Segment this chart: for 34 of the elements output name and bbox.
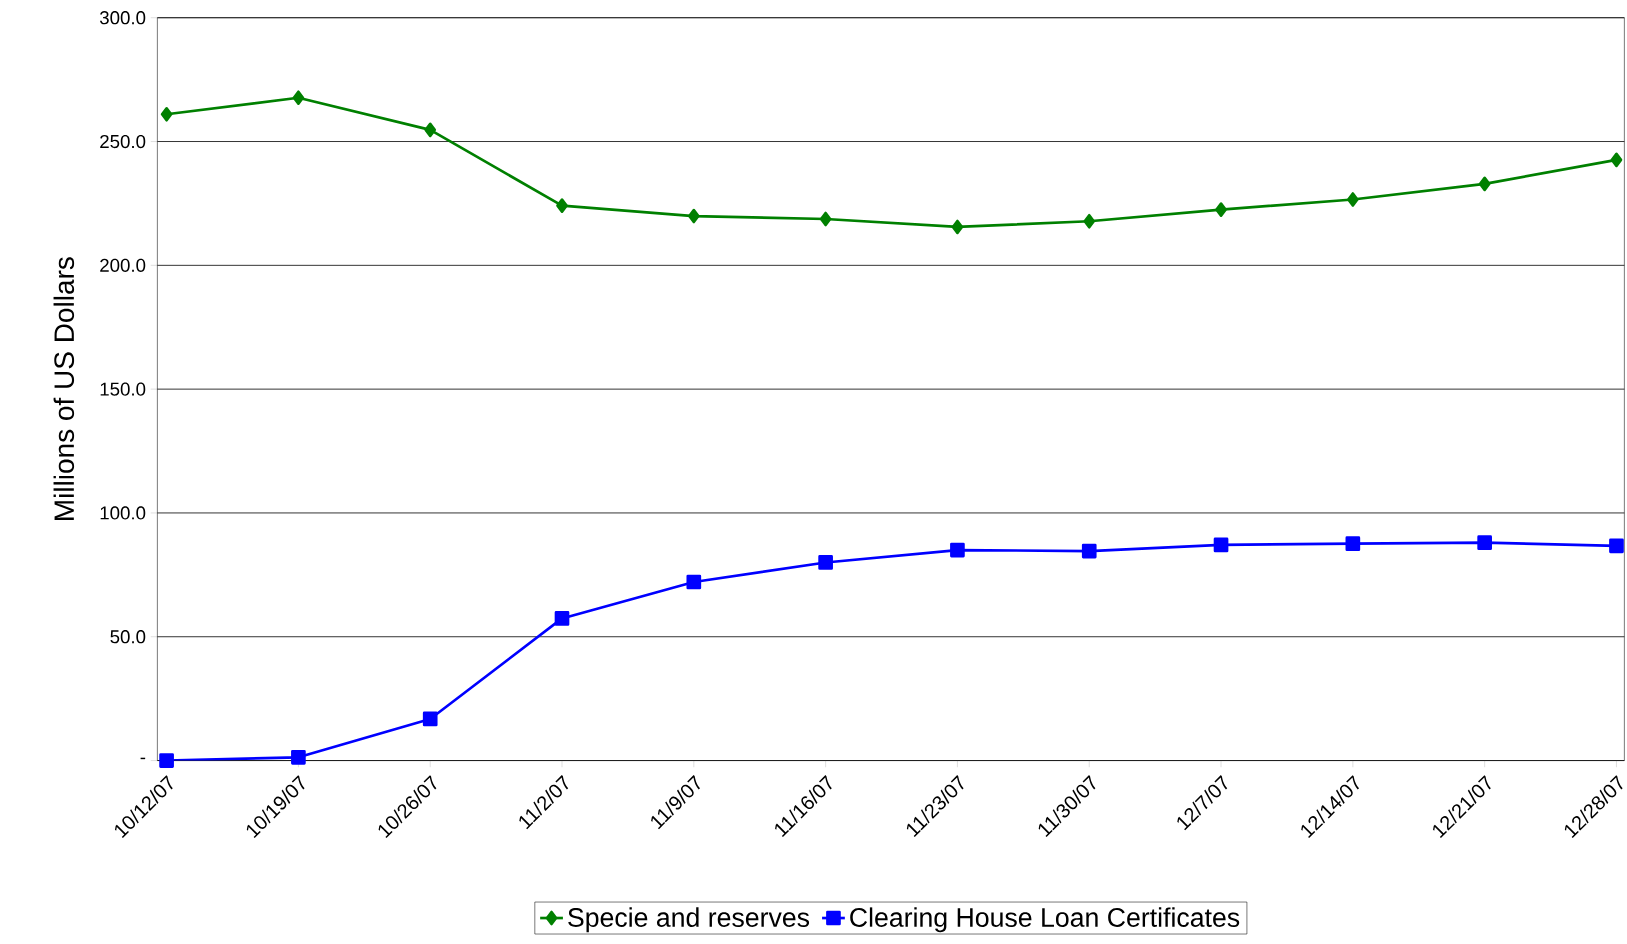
y-tick-label: 100.0 xyxy=(100,506,146,520)
point xyxy=(1081,543,1097,559)
point xyxy=(1345,536,1361,551)
point xyxy=(1610,152,1623,168)
point xyxy=(686,574,702,590)
point xyxy=(422,711,438,727)
point xyxy=(159,753,174,768)
point xyxy=(951,219,964,235)
point xyxy=(292,90,305,105)
y-tick-label: 150.0 xyxy=(100,382,146,396)
y-tick-label: 200.0 xyxy=(100,258,146,272)
y-tick-label: - xyxy=(140,757,146,760)
legend-label: Specie and reserves xyxy=(568,907,810,933)
point xyxy=(1477,535,1492,550)
y-axis-title: Millions of US Dollars xyxy=(53,257,75,520)
point xyxy=(1478,176,1491,192)
point xyxy=(556,198,568,213)
point xyxy=(819,211,832,227)
y-tick-label: 250.0 xyxy=(100,134,146,149)
point xyxy=(1213,537,1229,553)
point xyxy=(554,610,570,626)
point xyxy=(687,208,700,224)
y-tick-label: 300.0 xyxy=(99,11,146,25)
point xyxy=(950,542,965,558)
point xyxy=(1609,538,1624,554)
point xyxy=(291,749,306,765)
point xyxy=(818,555,833,570)
point xyxy=(1215,202,1227,217)
point xyxy=(160,106,173,122)
point xyxy=(1347,192,1359,207)
y-tick-label: 50.0 xyxy=(110,630,146,644)
legend-label: Clearing House Loan Certificates xyxy=(850,907,1240,933)
point xyxy=(424,122,437,138)
point xyxy=(1083,213,1096,229)
